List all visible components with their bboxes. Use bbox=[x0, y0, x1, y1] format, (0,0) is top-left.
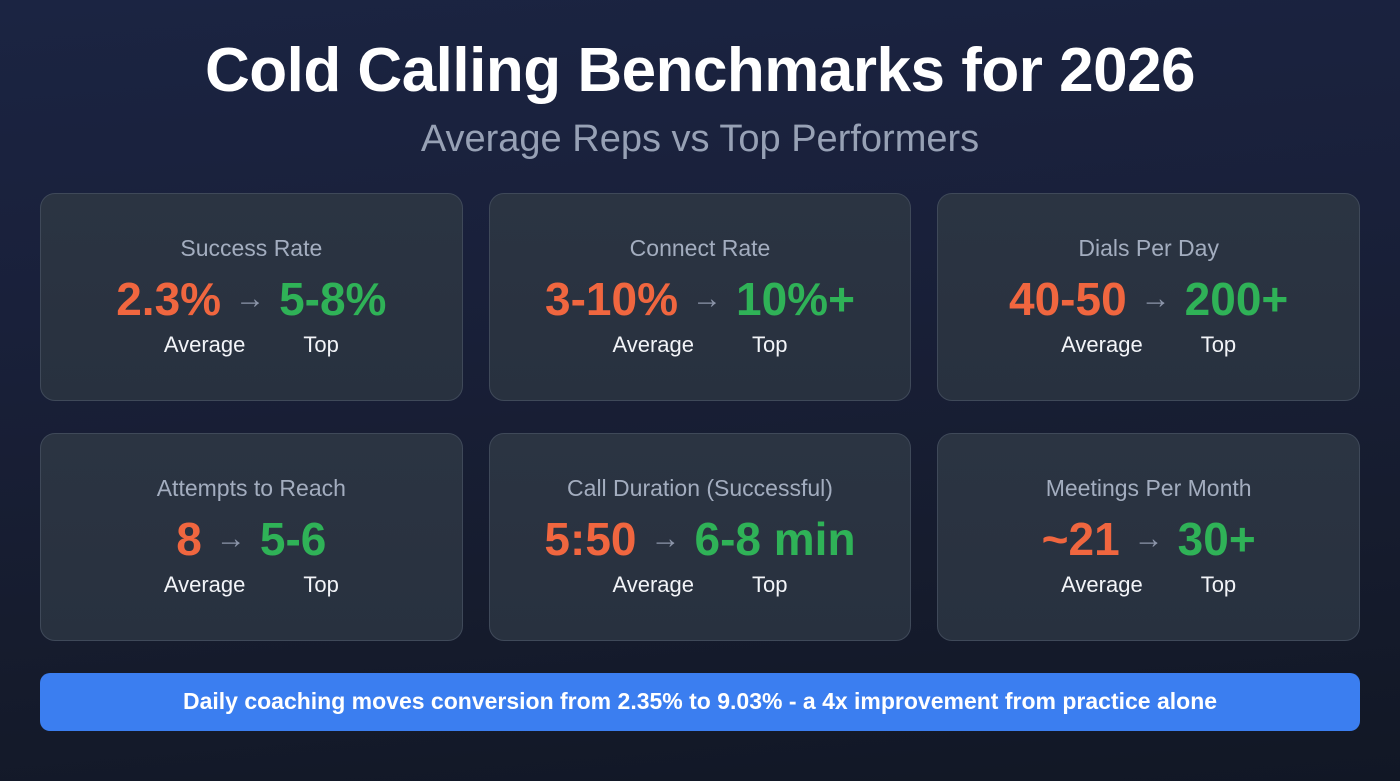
average-value: ~21 bbox=[1041, 513, 1120, 566]
highlight-banner: Daily coaching moves conversion from 2.3… bbox=[40, 672, 1360, 731]
card-labels: Average Top bbox=[55, 573, 448, 597]
average-label: Average bbox=[612, 332, 695, 358]
card-labels: Average Top bbox=[952, 333, 1345, 357]
banner-text: Daily coaching moves conversion from 2.3… bbox=[182, 688, 1218, 715]
average-label: Average bbox=[163, 332, 246, 358]
average-value: 3-10% bbox=[545, 273, 678, 326]
card-values: 2.3% → 5-8% bbox=[55, 273, 448, 326]
average-label: Average bbox=[1061, 572, 1143, 598]
top-label: Top bbox=[752, 572, 788, 598]
card-title: Call Duration (Successful) bbox=[567, 474, 833, 501]
top-label: Top bbox=[752, 332, 788, 358]
card-values: 3-10% → 10%+ bbox=[504, 273, 897, 326]
average-label: Average bbox=[612, 572, 695, 598]
top-value: 10%+ bbox=[736, 273, 855, 326]
card-values: 5:50 → 6-8 min bbox=[504, 513, 897, 566]
top-value: 6-8 min bbox=[694, 513, 856, 566]
average-value: 2.3% bbox=[116, 273, 222, 326]
benchmark-card: Dials Per Day 40-50 → 200+ Average Top bbox=[937, 192, 1360, 401]
benchmark-card: Connect Rate 3-10% → 10%+ Average Top bbox=[488, 192, 912, 401]
average-label: Average bbox=[1061, 332, 1143, 358]
card-values: 40-50 → 200+ bbox=[952, 273, 1345, 326]
arrow-right-icon: → bbox=[692, 282, 722, 316]
card-values: 8 → 5-6 bbox=[55, 513, 448, 566]
arrow-right-icon: → bbox=[650, 522, 681, 556]
average-value: 8 bbox=[176, 513, 202, 566]
card-labels: Average Top bbox=[55, 333, 448, 357]
arrow-right-icon: → bbox=[1133, 522, 1164, 556]
top-value: 30+ bbox=[1177, 513, 1256, 566]
benchmark-card: Success Rate 2.3% → 5-8% Average Top bbox=[40, 192, 463, 401]
card-labels: Average Top bbox=[952, 573, 1345, 597]
benchmark-card: Meetings Per Month ~21 → 30+ Average Top bbox=[937, 432, 1360, 641]
benchmark-card: Call Duration (Successful) 5:50 → 6-8 mi… bbox=[488, 432, 912, 641]
page-title: Cold Calling Benchmarks for 2026 bbox=[204, 36, 1196, 105]
benchmark-card-grid: Success Rate 2.3% → 5-8% Average Top Con… bbox=[40, 192, 1360, 641]
arrow-right-icon: → bbox=[215, 522, 246, 556]
card-title: Dials Per Day bbox=[1078, 234, 1219, 261]
benchmark-card: Attempts to Reach 8 → 5-6 Average Top bbox=[40, 432, 463, 641]
average-value: 5:50 bbox=[544, 513, 637, 566]
top-label: Top bbox=[303, 572, 339, 598]
top-label: Top bbox=[1200, 332, 1237, 358]
card-labels: Average Top bbox=[504, 573, 897, 597]
top-value: 5-8% bbox=[279, 273, 387, 326]
page-subtitle: Average Reps vs Top Performers bbox=[420, 117, 980, 160]
arrow-right-icon: → bbox=[235, 282, 266, 316]
average-label: Average bbox=[163, 572, 246, 598]
arrow-right-icon: → bbox=[1140, 282, 1171, 316]
top-value: 200+ bbox=[1184, 273, 1289, 326]
card-labels: Average Top bbox=[504, 333, 897, 357]
top-label: Top bbox=[1200, 572, 1237, 598]
header: Cold Calling Benchmarks for 2026 Average… bbox=[40, 0, 1360, 161]
card-title: Attempts to Reach bbox=[156, 474, 346, 501]
card-title: Meetings Per Month bbox=[1045, 474, 1252, 501]
card-title: Connect Rate bbox=[629, 234, 771, 261]
card-title: Success Rate bbox=[180, 234, 323, 261]
top-label: Top bbox=[303, 332, 339, 358]
top-value: 5-6 bbox=[259, 513, 327, 566]
average-value: 40-50 bbox=[1009, 273, 1127, 326]
card-values: ~21 → 30+ bbox=[952, 513, 1345, 566]
